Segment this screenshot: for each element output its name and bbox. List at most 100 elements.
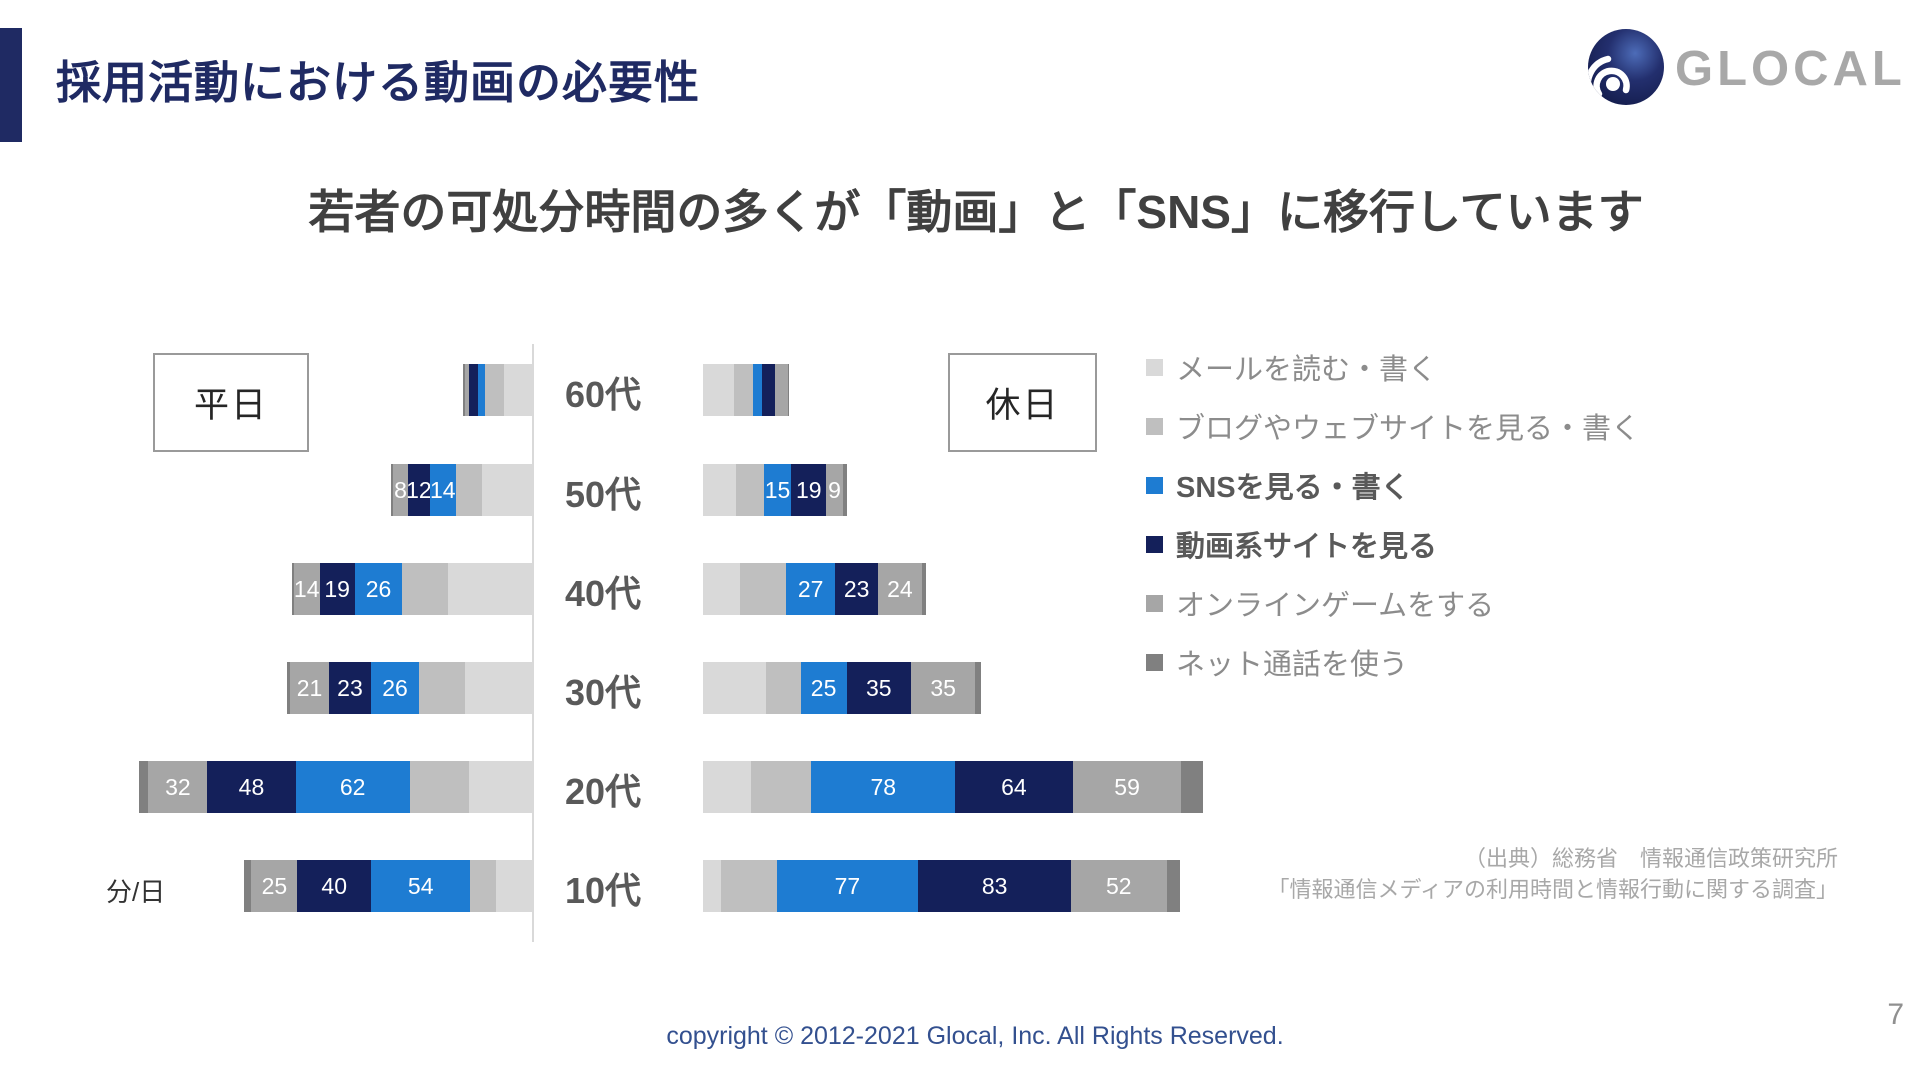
- legend-swatch-blog: [1146, 417, 1163, 435]
- age-label-60s: 60代: [564, 374, 642, 415]
- weekend-40s-mail-segment: [703, 563, 740, 615]
- age-label-30s: 30代: [564, 672, 642, 713]
- weekday-30s-video-segment: 23: [328, 662, 372, 714]
- weekend-30s-blog-segment: [765, 662, 801, 714]
- weekend-20s-sns-segment: 78: [811, 761, 955, 813]
- bar-weekend-40s: 27 23 24: [703, 563, 926, 615]
- bar-weekend-30s: 25 35 35: [703, 662, 981, 714]
- weekday-10s-blog-segment: [470, 860, 497, 912]
- legend-label-sns: SNSを見る・書く: [1176, 472, 1410, 504]
- glocal-logo-icon: [1588, 29, 1664, 105]
- weekday-label-box: 平日: [153, 353, 309, 452]
- weekday-30s-blog-segment: [418, 662, 465, 714]
- weekend-60s-mail-segment: [703, 364, 735, 416]
- chart-axis-line: [532, 344, 534, 942]
- weekday-40s-call-segment: [292, 563, 294, 615]
- weekend-20s-mail-segment: [703, 761, 751, 813]
- weekday-20s-video-segment: 48: [207, 761, 296, 813]
- weekend-50s-call-segment: [842, 464, 847, 516]
- bar-weekend-60s: [703, 364, 790, 416]
- legend-item-game: オンラインゲームをする: [1146, 586, 1640, 622]
- weekend-30s-call-segment: [975, 662, 981, 714]
- weekend-10s-call-segment: [1166, 860, 1180, 912]
- weekday-40s-sns-segment: 26: [354, 563, 403, 615]
- age-label-20s: 20代: [564, 771, 642, 812]
- weekday-10s-video-segment: 40: [297, 860, 372, 912]
- title-accent-bar: [0, 28, 22, 142]
- weekend-40s-blog-segment: [739, 563, 786, 615]
- weekend-30s-sns-segment: 25: [800, 662, 847, 714]
- weekday-50s-sns-segment: 14: [429, 464, 456, 516]
- source-citation: （出典）総務省 情報通信政策研究所 「情報通信メディアの利用時間と情報行動に関す…: [1268, 843, 1838, 905]
- weekday-50s-game-segment: 8: [393, 464, 408, 516]
- weekend-10s-video-segment: 83: [918, 860, 1071, 912]
- source-line-2: 「情報通信メディアの利用時間と情報行動に関する調査」: [1267, 877, 1838, 902]
- bar-weekend-20s: 78 64 59: [703, 761, 1204, 813]
- weekend-40s-sns-segment: 27: [785, 563, 836, 615]
- weekday-60s-call-segment: [463, 364, 465, 416]
- weekday-10s-call-segment: [244, 860, 252, 912]
- bar-weekday-20s: 32 48 62: [139, 761, 533, 813]
- weekend-20s-blog-segment: [750, 761, 812, 813]
- legend-swatch-game: [1146, 594, 1163, 612]
- weekend-50s-game-segment: 9: [826, 464, 843, 516]
- weekday-label: 平日: [193, 386, 268, 425]
- weekday-10s-game-segment: 25: [251, 860, 298, 912]
- unit-label: 分/日: [106, 877, 166, 907]
- legend-swatch-call: [1146, 653, 1163, 671]
- weekend-10s-blog-segment: [721, 860, 777, 912]
- copyright-footer: copyright © 2012-2021 Glocal, Inc. All R…: [666, 1022, 1284, 1050]
- weekday-50s-mail-segment: [481, 464, 533, 516]
- legend-label-video: 動画系サイトを見る: [1176, 531, 1438, 563]
- page-title: 採用活動における動画の必要性: [56, 57, 701, 108]
- age-label-10s: 10代: [564, 870, 642, 911]
- bar-weekday-60s: [463, 364, 533, 416]
- bar-weekday-40s: 14 19 26: [292, 563, 533, 615]
- glocal-logo-text: GLOCAL: [1675, 42, 1906, 96]
- legend-label-call: ネット通話を使う: [1176, 649, 1409, 681]
- weekday-50s-blog-segment: [455, 464, 482, 516]
- weekday-20s-sns-segment: 62: [295, 761, 410, 813]
- age-label-50s: 50代: [564, 474, 642, 515]
- weekend-30s-mail-segment: [703, 662, 766, 714]
- weekday-40s-video-segment: 19: [319, 563, 355, 615]
- weekend-40s-video-segment: 23: [835, 563, 878, 615]
- weekend-50s-sns-segment: 15: [763, 464, 792, 516]
- source-line-1: （出典）総務省 情報通信政策研究所: [1463, 846, 1838, 871]
- weekday-60s-game-segment: [464, 364, 469, 416]
- legend-label-blog: ブログやウェブサイトを見る・書く: [1176, 413, 1641, 445]
- weekday-50s-call-segment: [391, 464, 394, 516]
- weekday-20s-game-segment: 32: [148, 761, 208, 813]
- slide-message: 若者の可処分時間の多くが「動画」と「SNS」に移行しています: [308, 186, 1644, 238]
- weekday-20s-blog-segment: [409, 761, 469, 813]
- weekday-20s-call-segment: [139, 761, 149, 813]
- page-number: 7: [1887, 998, 1904, 1031]
- weekend-50s-blog-segment: [736, 464, 764, 516]
- weekend-label: 休日: [985, 386, 1060, 425]
- legend-item-sns: SNSを見る・書く: [1146, 468, 1640, 504]
- chart-legend: メールを読む・書くブログやウェブサイトを見る・書く SNSを見る・書く 動画系サイト…: [1146, 350, 1640, 704]
- weekend-20s-game-segment: 59: [1072, 761, 1182, 813]
- weekday-40s-blog-segment: [402, 563, 449, 615]
- weekend-60s-call-segment: [787, 364, 790, 416]
- legend-swatch-mail: [1146, 358, 1163, 376]
- weekend-30s-video-segment: 35: [846, 662, 911, 714]
- legend-label-game: オンラインゲームをする: [1176, 590, 1495, 622]
- legend-swatch-sns: [1146, 476, 1163, 494]
- weekday-10s-sns-segment: 54: [371, 860, 471, 912]
- weekend-label-box: 休日: [948, 353, 1097, 452]
- weekend-30s-game-segment: 35: [910, 662, 976, 714]
- weekend-60s-blog-segment: [734, 364, 753, 416]
- weekday-60s-mail-segment: [503, 364, 533, 416]
- weekend-10s-sns-segment: 77: [776, 860, 919, 912]
- glocal-logo: GLOCAL: [1588, 29, 1906, 105]
- weekend-10s-mail-segment: [703, 860, 722, 912]
- weekday-50s-video-segment: 12: [406, 464, 432, 516]
- legend-label-mail: メールを読む・書く: [1176, 354, 1438, 386]
- weekend-60s-video-segment: [761, 364, 775, 416]
- bar-weekend-10s: 77 83 52: [703, 860, 1180, 912]
- bar-weekday-10s: 25 40 54: [244, 860, 533, 912]
- weekday-30s-game-segment: 21: [290, 662, 329, 714]
- weekday-60s-sns-segment: [477, 364, 486, 416]
- weekend-20s-video-segment: 64: [954, 761, 1073, 813]
